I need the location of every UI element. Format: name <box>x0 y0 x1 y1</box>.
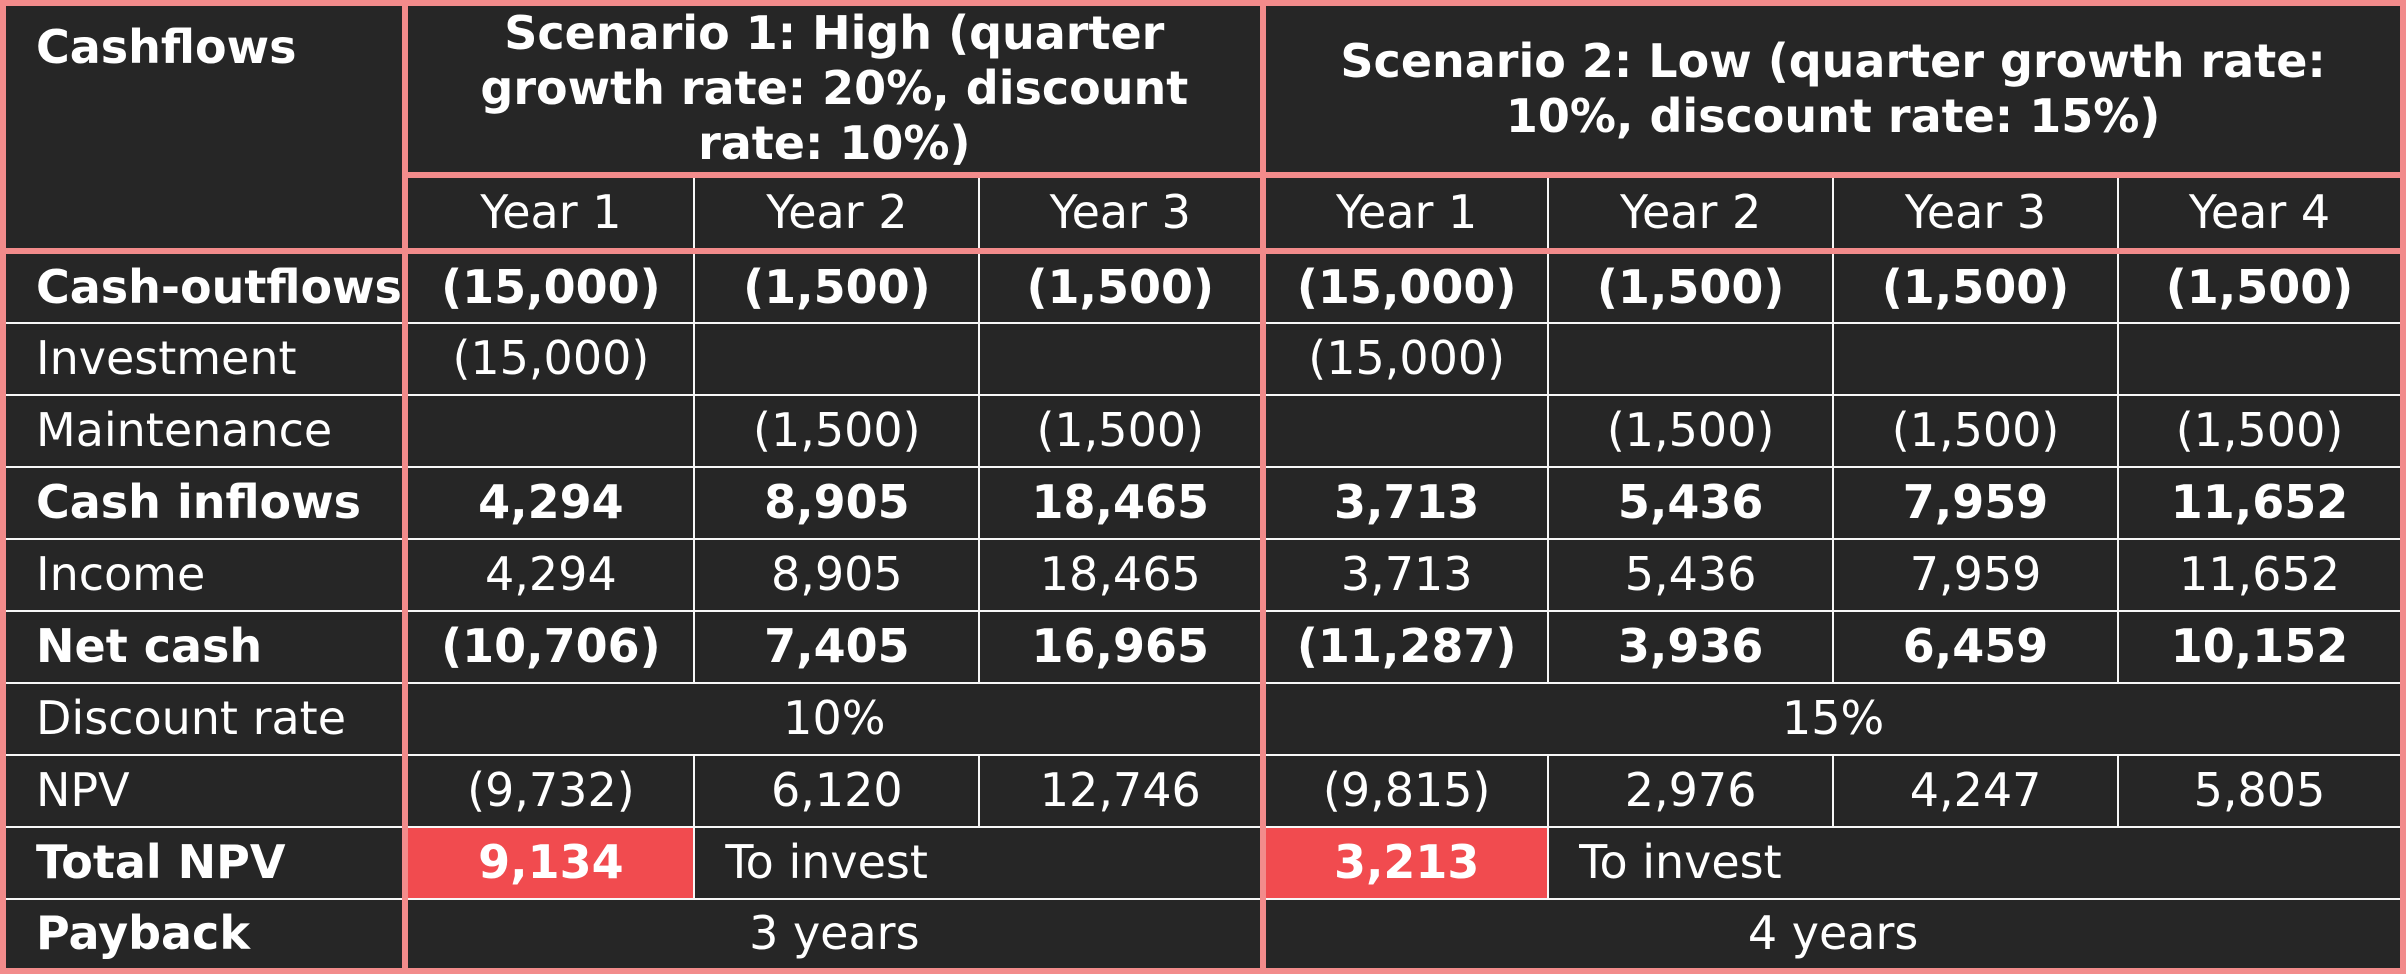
row-income: Income 4,294 8,905 18,465 3,713 5,436 7,… <box>1 537 2404 612</box>
row-label: Discount rate <box>1 681 407 756</box>
cell: (1,500) <box>2117 393 2404 468</box>
cell: (15,000) <box>1260 247 1550 324</box>
cell: 3,713 <box>1260 465 1550 540</box>
row-label: Payback <box>1 897 407 972</box>
cell: (11,287) <box>1260 609 1550 684</box>
s1-payback: 3 years <box>402 897 1265 972</box>
cell: 7,959 <box>1832 465 2119 540</box>
row-payback: Payback 3 years 4 years <box>1 897 2404 972</box>
header-scenario-2: Scenario 2: Low (quarter growth rate: 10… <box>1260 2 2404 176</box>
cell: 18,465 <box>978 537 1265 612</box>
cell: (1,500) <box>693 393 981 468</box>
cell: (1,500) <box>2117 247 2404 324</box>
s2-year-header: Year 2 <box>1547 171 1835 252</box>
cell: (1,500) <box>1832 247 2119 324</box>
cell: (9,732) <box>402 753 696 828</box>
row-label: Cash-outflows <box>1 247 407 324</box>
cell <box>2117 321 2404 396</box>
cell: 5,436 <box>1547 537 1835 612</box>
row-investment: Investment (15,000) (15,000) <box>1 321 2404 396</box>
cell: 4,294 <box>402 465 696 540</box>
cell: 7,405 <box>693 609 981 684</box>
s2-discount-rate: 15% <box>1260 681 2404 756</box>
cell: (15,000) <box>402 321 696 396</box>
s2-total-npv-value: 3,213 <box>1260 825 1550 900</box>
s1-total-npv-value: 9,134 <box>402 825 696 900</box>
row-label: Income <box>1 537 407 612</box>
row-maintenance: Maintenance (1,500) (1,500) (1,500) (1,5… <box>1 393 2404 468</box>
cell: 2,976 <box>1547 753 1835 828</box>
cell: (15,000) <box>402 247 696 324</box>
cell: 4,247 <box>1832 753 2119 828</box>
cell: (15,000) <box>1260 321 1550 396</box>
row-total-npv: Total NPV 9,134 To invest 3,213 To inves… <box>1 825 2404 900</box>
row-label: Net cash <box>1 609 407 684</box>
s1-year-header: Year 1 <box>402 171 696 252</box>
row-net-cash: Net cash (10,706) 7,405 16,965 (11,287) … <box>1 609 2404 684</box>
row-label: NPV <box>1 753 407 828</box>
cell: (1,500) <box>978 393 1265 468</box>
cell: 3,936 <box>1547 609 1835 684</box>
cell <box>978 321 1265 396</box>
cell: 12,746 <box>978 753 1265 828</box>
cell: 10,152 <box>2117 609 2404 684</box>
row-label: Investment <box>1 321 407 396</box>
s2-year-header: Year 3 <box>1832 171 2119 252</box>
cell: 8,905 <box>693 537 981 612</box>
cell: 11,652 <box>2117 537 2404 612</box>
s2-year-header: Year 1 <box>1260 171 1550 252</box>
row-discount-rate: Discount rate 10% 15% <box>1 681 2404 756</box>
cell: (1,500) <box>1832 393 2119 468</box>
cell: 5,436 <box>1547 465 1835 540</box>
header-row-years: Year 1 Year 2 Year 3 Year 1 Year 2 Year … <box>3 171 2404 252</box>
cell: (1,500) <box>1547 247 1835 324</box>
cell: 3,713 <box>1260 537 1550 612</box>
cell: (10,706) <box>402 609 696 684</box>
cell: 4,294 <box>402 537 696 612</box>
header-row-scenarios: Cashflows Scenario 1: High (quarter grow… <box>1 2 2404 252</box>
cell <box>1547 321 1835 396</box>
cell: 16,965 <box>978 609 1265 684</box>
s2-total-npv-note: To invest <box>1547 825 2404 900</box>
cell <box>402 393 696 468</box>
cell: 8,905 <box>693 465 981 540</box>
cell: 11,652 <box>2117 465 2404 540</box>
cell: (1,500) <box>978 247 1265 324</box>
cell: 7,959 <box>1832 537 2119 612</box>
cell: (9,815) <box>1260 753 1550 828</box>
row-cash-outflows: Cash-outflows (15,000) (1,500) (1,500) (… <box>1 247 2404 324</box>
cell: (1,500) <box>693 247 981 324</box>
s2-payback: 4 years <box>1260 897 2404 972</box>
cell <box>693 321 981 396</box>
row-npv: NPV (9,732) 6,120 12,746 (9,815) 2,976 4… <box>1 753 2404 828</box>
cell: 5,805 <box>2117 753 2404 828</box>
row-cash-inflows: Cash inflows 4,294 8,905 18,465 3,713 5,… <box>1 465 2404 540</box>
cell <box>1260 393 1550 468</box>
s1-year-header: Year 3 <box>978 171 1265 252</box>
cell <box>1832 321 2119 396</box>
cell: (1,500) <box>1547 393 1835 468</box>
cell: 6,459 <box>1832 609 2119 684</box>
cell: 6,120 <box>693 753 981 828</box>
row-label: Maintenance <box>1 393 407 468</box>
s1-total-npv-note: To invest <box>693 825 1265 900</box>
row-label: Total NPV <box>1 825 407 900</box>
row-label: Cash inflows <box>1 465 407 540</box>
header-cashflows: Cashflows <box>1 2 407 252</box>
s1-discount-rate: 10% <box>402 681 1265 756</box>
s1-year-header: Year 2 <box>693 171 981 252</box>
header-scenario-1: Scenario 1: High (quarter growth rate: 2… <box>402 2 1265 176</box>
cell: 18,465 <box>978 465 1265 540</box>
s2-year-header: Year 4 <box>2117 171 2404 252</box>
